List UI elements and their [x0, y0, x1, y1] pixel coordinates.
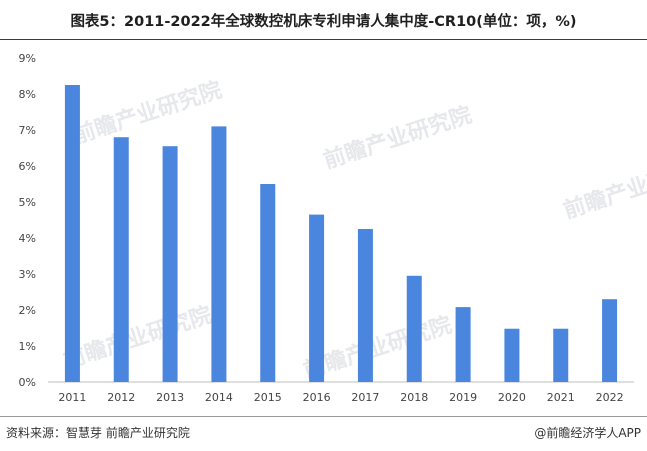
y-tick-label: 7% — [19, 124, 36, 137]
bar-2022 — [602, 299, 618, 382]
x-tick-label: 2019 — [449, 391, 477, 404]
chart-title: 图表5：2011-2022年全球数控机床专利申请人集中度-CR10(单位：项，%… — [70, 14, 577, 30]
bar-2018 — [406, 275, 422, 382]
x-tick-label: 2017 — [351, 391, 379, 404]
x-tick-label: 2016 — [303, 391, 331, 404]
source-note: 资料来源：智慧芽 前瞻产业研究院 — [6, 426, 190, 440]
y-tick-label: 0% — [19, 376, 36, 389]
bar-2011 — [64, 85, 80, 382]
x-tick-label: 2011 — [58, 391, 86, 404]
bar-2016 — [309, 214, 325, 382]
y-tick-label: 1% — [19, 340, 36, 353]
x-tick-label: 2022 — [596, 391, 624, 404]
bar-2015 — [260, 184, 276, 382]
y-tick-label: 3% — [19, 268, 36, 281]
bar-2019 — [455, 307, 471, 382]
footer-divider — [0, 416, 647, 417]
x-tick-label: 2012 — [107, 391, 135, 404]
x-tick-label: 2021 — [547, 391, 575, 404]
y-tick-label: 4% — [19, 232, 36, 245]
credit-note: @前瞻经济学人APP — [534, 426, 641, 440]
y-tick-label: 6% — [19, 160, 36, 173]
x-tick-label: 2020 — [498, 391, 526, 404]
y-tick-label: 8% — [19, 88, 36, 101]
bar-2013 — [162, 146, 178, 382]
x-tick-label: 2015 — [254, 391, 282, 404]
bar-2014 — [211, 126, 227, 383]
title-divider — [0, 39, 647, 40]
x-tick-label: 2013 — [156, 391, 184, 404]
bar-2020 — [504, 328, 520, 382]
bar-2017 — [357, 229, 373, 382]
y-tick-label: 2% — [19, 304, 36, 317]
bar-2012 — [113, 137, 129, 382]
y-tick-label: 5% — [19, 196, 36, 209]
bar-2021 — [553, 328, 569, 382]
x-tick-label: 2018 — [400, 391, 428, 404]
x-tick-label: 2014 — [205, 391, 233, 404]
y-tick-label: 9% — [19, 52, 36, 65]
